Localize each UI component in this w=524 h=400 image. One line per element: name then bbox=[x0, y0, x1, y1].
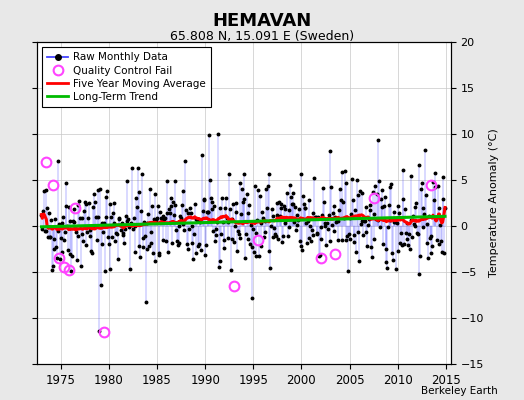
Text: HEMAVAN: HEMAVAN bbox=[212, 12, 312, 30]
Y-axis label: Temperature Anomaly (°C): Temperature Anomaly (°C) bbox=[489, 129, 499, 277]
Text: Berkeley Earth: Berkeley Earth bbox=[421, 386, 498, 396]
Legend: Raw Monthly Data, Quality Control Fail, Five Year Moving Average, Long-Term Tren: Raw Monthly Data, Quality Control Fail, … bbox=[42, 47, 211, 107]
Text: 65.808 N, 15.091 E (Sweden): 65.808 N, 15.091 E (Sweden) bbox=[170, 30, 354, 43]
